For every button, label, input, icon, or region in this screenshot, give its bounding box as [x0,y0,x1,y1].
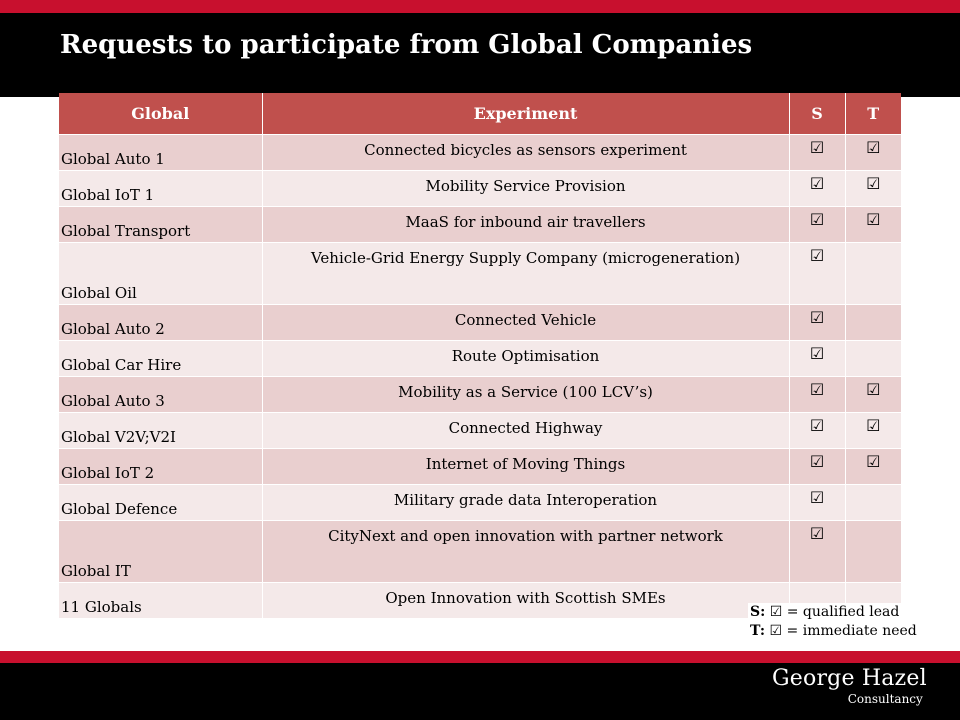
footer-band [0,663,960,720]
table-row: Global Car Hire Route Optimisation ☑ [59,339,901,376]
experiment-cell: Military grade data Interoperation [262,483,790,520]
header-s: S [789,93,846,134]
legend: S: ☑ = qualified lead T: ☑ = immediate n… [748,603,919,641]
legend-s-checkbox-icon: ☑ [769,604,783,620]
header-t: T [845,93,901,134]
table-row: Global Auto 2 Connected Vehicle ☑ [59,303,901,340]
company-cell: Global Transport [59,205,263,242]
company-cell: Global Defence [59,483,263,520]
experiment-cell: CityNext and open innovation with partne… [262,519,790,582]
page-title: Requests to participate from Global Comp… [60,30,753,60]
company-cell: Global Auto 3 [59,375,263,412]
t-check-cell: ☑ [845,169,901,206]
table-row: Global Defence Military grade data Inter… [59,483,901,520]
t-check-cell [845,303,901,340]
logo-subtitle: Consultancy [847,692,923,706]
legend-t: T: ☑ = immediate need [750,622,917,641]
experiment-cell: Mobility as a Service (100 LCV’s) [262,375,790,412]
t-check-cell: ☑ [845,205,901,242]
table-row: Global IT CityNext and open innovation w… [59,519,901,582]
legend-t-checkbox-icon: ☑ [769,623,783,639]
table-row: Global Oil Vehicle-Grid Energy Supply Co… [59,241,901,304]
s-check-cell: ☑ [789,205,846,242]
s-check-cell: ☑ [789,375,846,412]
table-header-row: Global Experiment S T [59,93,901,134]
company-cell: Global Oil [59,241,263,304]
experiment-cell: Open Innovation with Scottish SMEs [262,581,790,618]
table-row: Global Transport MaaS for inbound air tr… [59,205,901,242]
s-check-cell: ☑ [789,447,846,484]
header-global: Global [59,93,263,134]
title-banner [0,13,960,97]
experiment-cell: MaaS for inbound air travellers [262,205,790,242]
table-row: Global IoT 1 Mobility Service Provision … [59,169,901,206]
t-check-cell [845,339,901,376]
experiment-cell: Mobility Service Provision [262,169,790,206]
s-check-cell: ☑ [789,483,846,520]
legend-t-key: T: [750,623,766,639]
t-check-cell [845,519,901,582]
requests-table: Global Experiment S T Global Auto 1 Conn… [59,93,901,618]
table-row: 11 Globals Open Innovation with Scottish… [59,581,901,618]
s-check-cell: ☑ [789,339,846,376]
company-cell: Global IT [59,519,263,582]
company-cell: Global Auto 2 [59,303,263,340]
top-accent-bar [0,0,960,13]
company-cell: Global IoT 1 [59,169,263,206]
company-cell: Global Car Hire [59,339,263,376]
logo-name: George Hazel [772,666,927,691]
table-row: Global Auto 1 Connected bicycles as sens… [59,133,901,170]
s-check-cell: ☑ [789,303,846,340]
header-experiment: Experiment [262,93,790,134]
experiment-cell: Connected Vehicle [262,303,790,340]
t-check-cell: ☑ [845,133,901,170]
experiment-cell: Vehicle-Grid Energy Supply Company (micr… [262,241,790,304]
legend-s-key: S: [750,604,766,620]
t-check-cell [845,483,901,520]
legend-s: S: ☑ = qualified lead [750,603,917,622]
legend-s-text: = qualified lead [782,604,900,620]
t-check-cell: ☑ [845,447,901,484]
company-cell: Global V2V;V2I [59,411,263,448]
legend-t-text: = immediate need [782,623,917,639]
table-row: Global IoT 2 Internet of Moving Things ☑… [59,447,901,484]
experiment-cell: Route Optimisation [262,339,790,376]
t-check-cell [845,241,901,304]
s-check-cell: ☑ [789,169,846,206]
experiment-cell: Connected Highway [262,411,790,448]
experiment-cell: Connected bicycles as sensors experiment [262,133,790,170]
s-check-cell: ☑ [789,241,846,304]
company-cell: 11 Globals [59,581,263,618]
experiment-cell: Internet of Moving Things [262,447,790,484]
s-check-cell: ☑ [789,519,846,582]
table-row: Global Auto 3 Mobility as a Service (100… [59,375,901,412]
company-cell: Global Auto 1 [59,133,263,170]
table-row: Global V2V;V2I Connected Highway ☑ ☑ [59,411,901,448]
t-check-cell: ☑ [845,411,901,448]
s-check-cell: ☑ [789,411,846,448]
bottom-accent-bar [0,651,960,663]
s-check-cell: ☑ [789,133,846,170]
company-cell: Global IoT 2 [59,447,263,484]
company-logo: George Hazel Consultancy [772,666,927,706]
t-check-cell: ☑ [845,375,901,412]
